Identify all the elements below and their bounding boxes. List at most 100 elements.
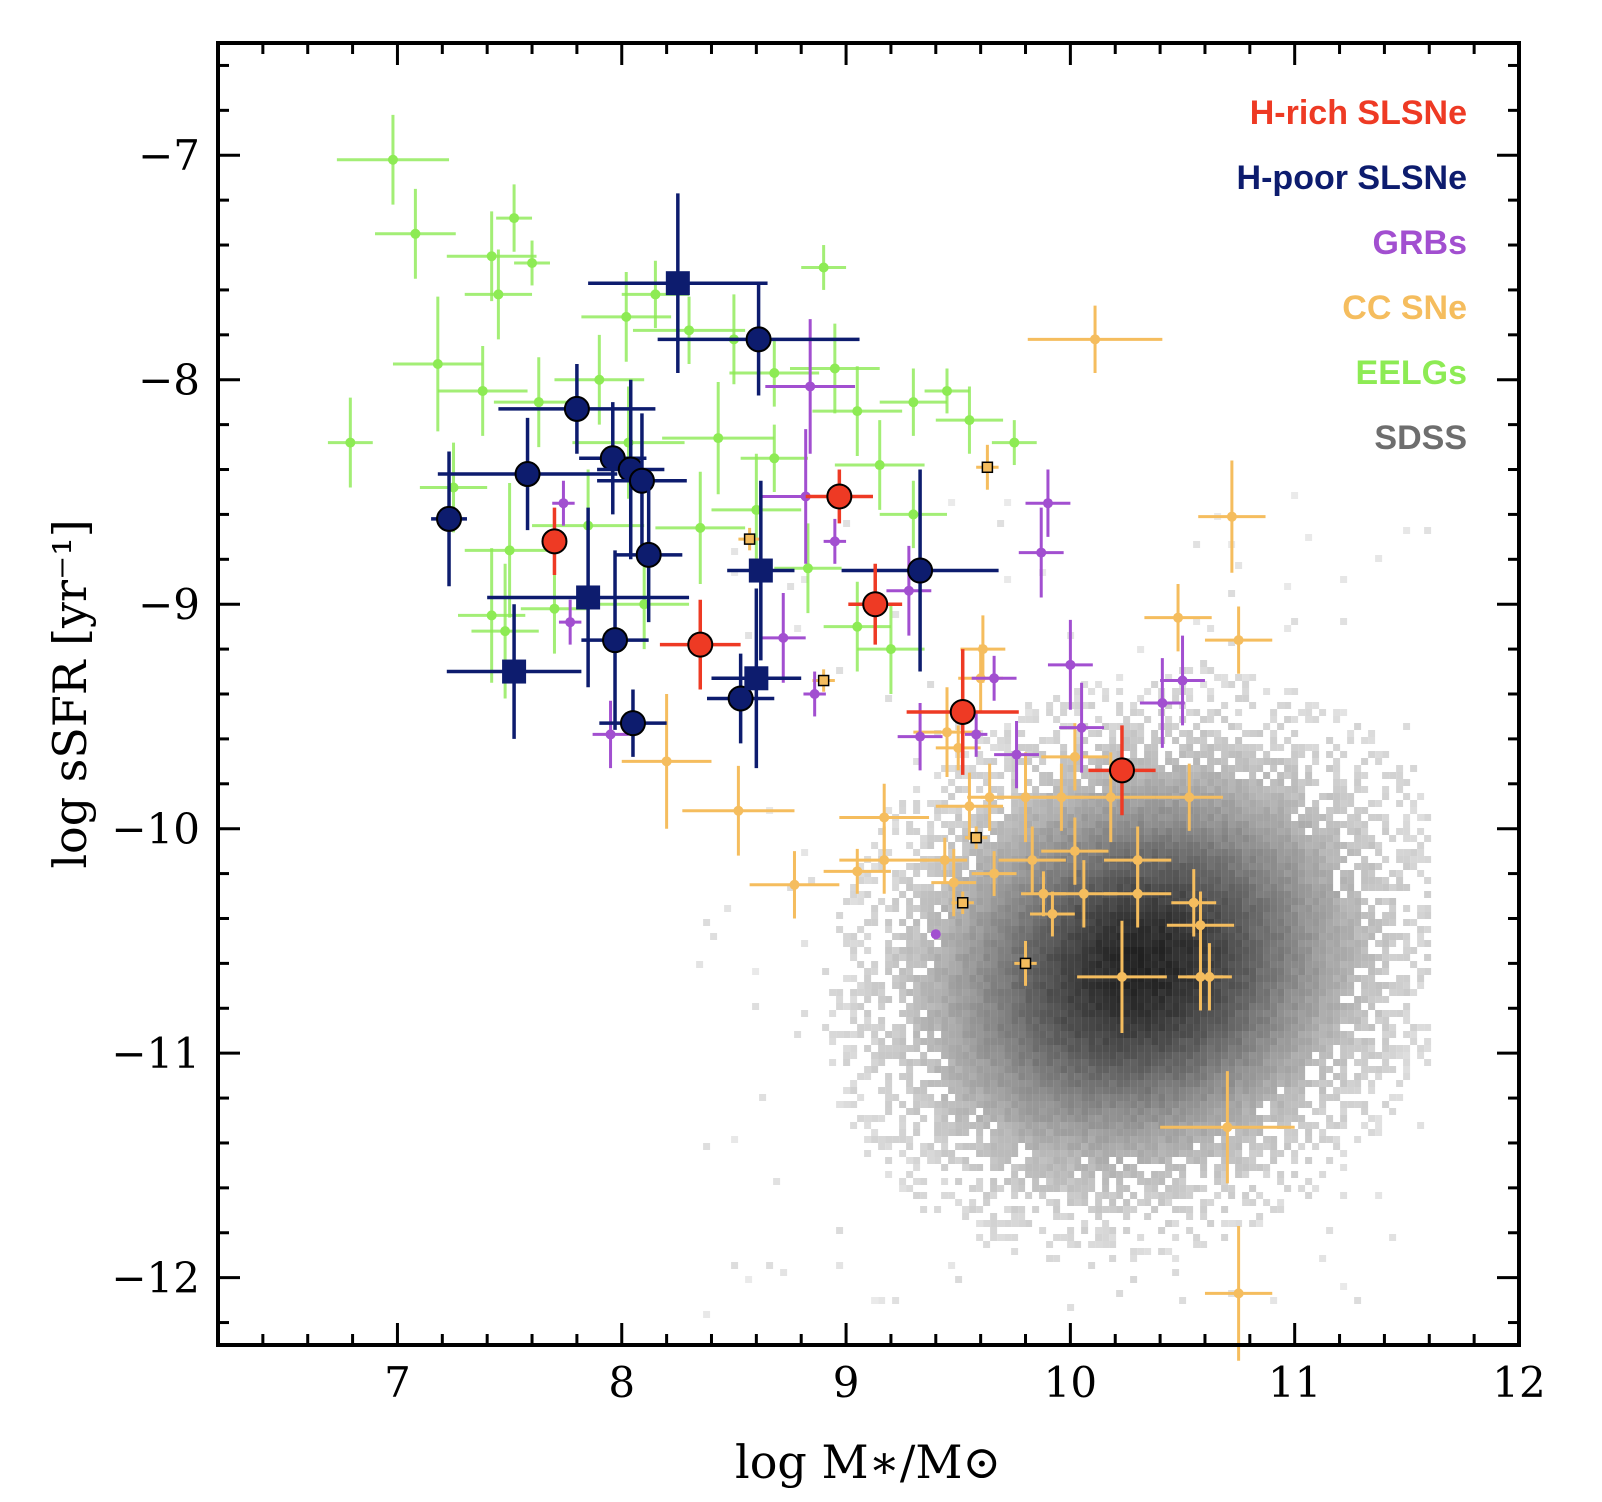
sdss-cell [1291, 926, 1299, 933]
sdss-cell [997, 1185, 1005, 1192]
sdss-cell [997, 1017, 1005, 1024]
sdss-cell [1109, 989, 1117, 996]
sdss-cell [1095, 989, 1103, 996]
sdss-cell [1186, 1227, 1194, 1234]
sdss-cell [1018, 982, 1026, 989]
sdss-cell [885, 1045, 893, 1052]
sdss-cell [1333, 821, 1341, 828]
sdss-cell [1088, 884, 1096, 891]
sdss-cell [1067, 842, 1075, 849]
sdss-cell [1298, 1066, 1306, 1073]
sdss-cell [1102, 807, 1110, 814]
sdss-cell [1263, 1143, 1271, 1150]
sdss-cell [1095, 947, 1103, 954]
sdss-cell [1221, 1150, 1229, 1157]
sdss-cell [934, 1206, 942, 1213]
sdss-cell [955, 940, 963, 947]
sdss-cell [1256, 849, 1264, 856]
sdss-cell [1235, 1031, 1243, 1038]
sdss-cell [1193, 1059, 1201, 1066]
sdss-cell [1186, 1213, 1194, 1220]
sdss-cell [1375, 849, 1383, 856]
sdss-cell [1137, 1066, 1145, 1073]
point [885, 644, 896, 655]
sdss-cell [1403, 1010, 1411, 1017]
sdss-cell [1186, 863, 1194, 870]
sdss-cell [1396, 1080, 1404, 1087]
sdss-cell [1291, 1136, 1299, 1143]
sdss-cell [934, 814, 942, 821]
sdss-cell [1298, 849, 1306, 856]
sdss-cell [1214, 1094, 1222, 1101]
sdss-cell [1088, 863, 1096, 870]
sdss-cell [1417, 905, 1425, 912]
sdss-cell [1179, 779, 1187, 786]
sdss-cell [1382, 968, 1390, 975]
sdss-cell [1179, 1045, 1187, 1052]
sdss-cell [1389, 940, 1397, 947]
sdss-cell [1221, 954, 1229, 961]
sdss-cell [976, 1052, 984, 1059]
point [1027, 855, 1038, 866]
sdss-cell [1137, 758, 1145, 765]
sdss-cell [983, 856, 991, 863]
sdss-cell [899, 800, 907, 807]
sdss-cell [1102, 1003, 1110, 1010]
sdss-cell [1151, 1073, 1159, 1080]
sdss-cell [1235, 1220, 1243, 1227]
sdss-cell [1088, 947, 1096, 954]
sdss-cell [1270, 870, 1278, 877]
sdss-cell [1095, 1031, 1103, 1038]
sdss-cell [1249, 1059, 1257, 1066]
sdss-cell [836, 989, 844, 996]
sdss-cell [1270, 884, 1278, 891]
sdss-cell [962, 919, 970, 926]
sdss-cell [1095, 1101, 1103, 1108]
sdss-cell [1298, 989, 1306, 996]
sdss-cell [1291, 870, 1299, 877]
sdss-cell [1235, 1003, 1243, 1010]
sdss-cell [1305, 772, 1313, 779]
sdss-cell [1039, 1129, 1047, 1136]
sdss-cell [1109, 779, 1117, 786]
sdss-cell [1060, 779, 1068, 786]
sdss-cell [1095, 744, 1103, 751]
sdss-cell [955, 1157, 963, 1164]
sdss-cell [1235, 1010, 1243, 1017]
sdss-cell [1410, 1038, 1418, 1045]
sdss-cell [885, 1171, 893, 1178]
sdss-cell [1095, 982, 1103, 989]
sdss-cell [997, 1045, 1005, 1052]
sdss-cell [1186, 1059, 1194, 1066]
sdss-cell [1417, 870, 1425, 877]
sdss-cell [962, 1080, 970, 1087]
sdss-cell [1284, 884, 1292, 891]
sdss-cell [1074, 975, 1082, 982]
sdss-cell [1305, 870, 1313, 877]
sdss-cell [1123, 898, 1131, 905]
sdss-cell [1200, 1164, 1208, 1171]
sdss-cell [1235, 968, 1243, 975]
sdss-cell [1011, 1115, 1019, 1122]
sdss-cell [976, 947, 984, 954]
sdss-cell [1025, 975, 1033, 982]
sdss-cell [1207, 786, 1215, 793]
sdss-cell [1179, 1143, 1187, 1150]
sdss-cell [1102, 751, 1110, 758]
sdss-cell [983, 1150, 991, 1157]
sdss-cell [1144, 758, 1152, 765]
sdss-cell [1305, 947, 1313, 954]
sdss-cell [1319, 989, 1327, 996]
sdss-cell [906, 961, 914, 968]
sdss-cell [983, 1052, 991, 1059]
sdss-cell [1137, 1157, 1145, 1164]
sdss-cell [1410, 863, 1418, 870]
sdss-cell [990, 1115, 998, 1122]
sdss-cell [1151, 821, 1159, 828]
sdss-cell [1039, 975, 1047, 982]
sdss-cell [1144, 1185, 1152, 1192]
sdss-cell [1228, 926, 1236, 933]
sdss-cell [1375, 968, 1383, 975]
sdss-cell [1312, 751, 1320, 758]
sdss-cell [1270, 1059, 1278, 1066]
